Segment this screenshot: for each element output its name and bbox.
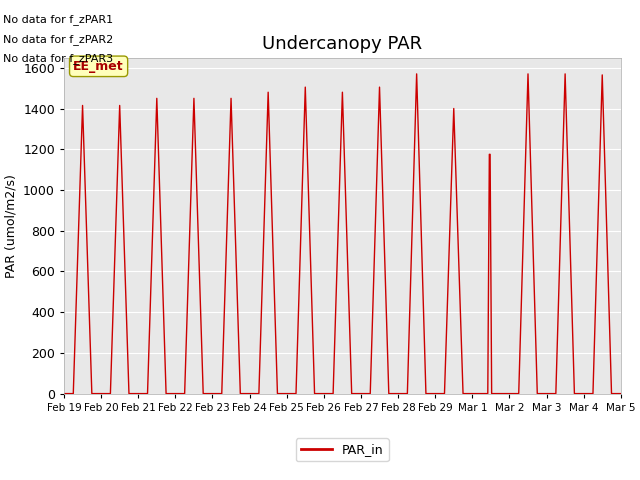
Y-axis label: PAR (umol/m2/s): PAR (umol/m2/s) [4,174,17,277]
Text: No data for f_zPAR3: No data for f_zPAR3 [3,53,113,64]
Text: No data for f_zPAR2: No data for f_zPAR2 [3,34,113,45]
Legend: PAR_in: PAR_in [296,438,389,461]
Title: Undercanopy PAR: Undercanopy PAR [262,35,422,53]
Text: EE_met: EE_met [74,60,124,73]
Text: No data for f_zPAR1: No data for f_zPAR1 [3,14,113,25]
